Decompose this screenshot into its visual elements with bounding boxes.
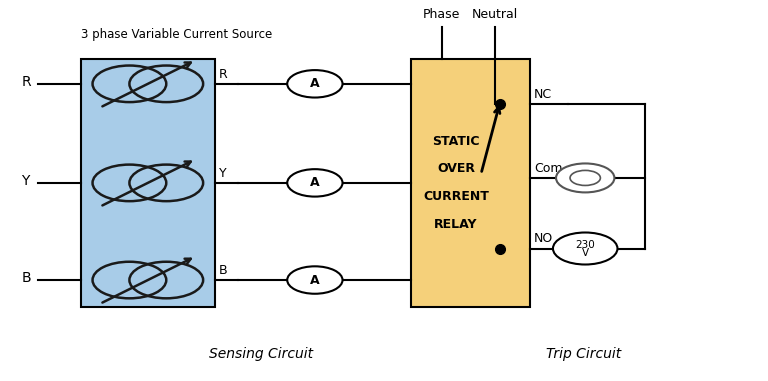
Text: V: V — [581, 248, 589, 258]
Text: Sensing Circuit: Sensing Circuit — [209, 347, 313, 361]
Text: A: A — [310, 77, 319, 90]
Text: Com: Com — [534, 162, 562, 175]
Text: Neutral: Neutral — [472, 8, 518, 21]
Text: Y: Y — [219, 167, 227, 180]
Circle shape — [287, 169, 343, 197]
Circle shape — [570, 170, 601, 186]
Text: A: A — [310, 274, 319, 287]
Text: Y: Y — [22, 174, 30, 188]
Text: CURRENT: CURRENT — [423, 190, 489, 203]
Text: A: A — [310, 176, 319, 189]
Text: B: B — [219, 264, 227, 277]
Text: 3 phase Variable Current Source: 3 phase Variable Current Source — [81, 28, 272, 41]
Circle shape — [556, 163, 614, 192]
Bar — [81, 59, 215, 307]
Text: R: R — [22, 75, 31, 89]
Text: R: R — [219, 68, 227, 81]
Text: OVER: OVER — [437, 162, 475, 176]
Circle shape — [287, 70, 343, 98]
Circle shape — [553, 232, 617, 264]
Text: RELAY: RELAY — [435, 218, 478, 231]
Circle shape — [287, 266, 343, 294]
Bar — [411, 59, 530, 307]
Text: NO: NO — [534, 232, 553, 245]
Text: NC: NC — [534, 88, 552, 101]
Text: B: B — [22, 271, 31, 285]
Text: Trip Circuit: Trip Circuit — [546, 347, 621, 361]
Text: 230: 230 — [575, 240, 595, 250]
Text: STATIC: STATIC — [432, 134, 480, 148]
Text: Phase: Phase — [423, 8, 460, 21]
